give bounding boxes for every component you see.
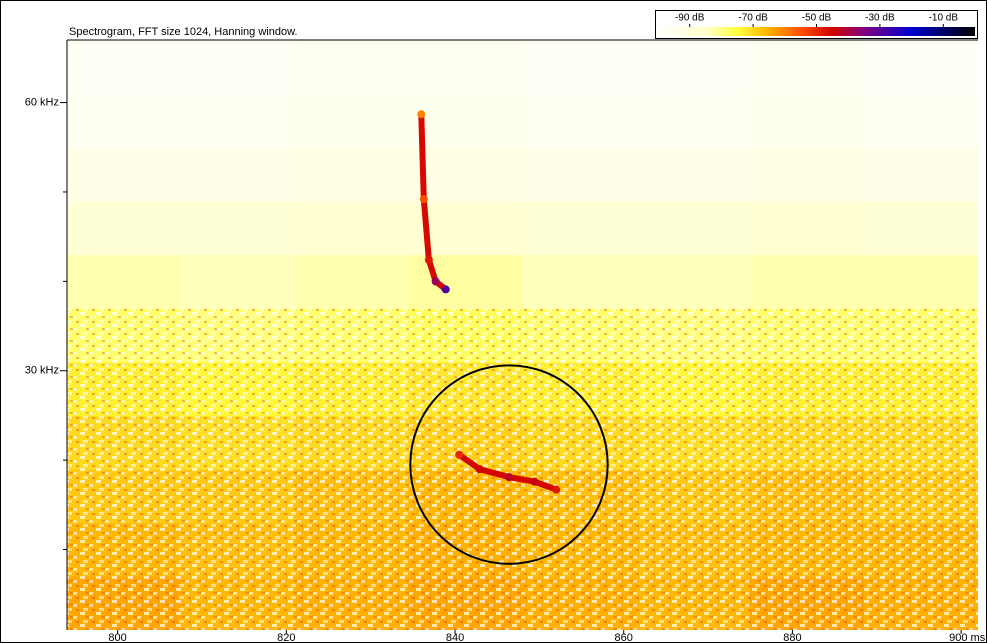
heat-cell [864,40,978,95]
heat-cell [180,254,296,309]
heat-cell [294,93,410,148]
colorbar-label: -70 dB [738,13,768,24]
heat-cell [408,147,523,202]
call-point [475,465,484,474]
heat-cell [636,93,751,148]
call-point [441,285,450,294]
heat-cell [180,147,296,202]
heat-cell [180,40,296,95]
heat-cell [294,40,410,95]
x-tick-label: 900 ms [949,632,986,643]
heat-cell [522,254,637,309]
heat-cell [864,200,978,256]
heat-cell [294,200,410,256]
heat-cell [750,254,865,309]
heat-cell [750,40,865,95]
heat-cell [180,93,296,148]
heat-cell [522,93,637,148]
colorbar [658,27,975,36]
heat-cell [408,254,523,309]
noise-texture [67,308,978,630]
heat-cell [67,200,182,256]
heat-cell [864,254,978,309]
call-point [417,110,426,119]
heat-cell [180,200,296,256]
call-point [424,255,433,264]
call-point [505,473,514,482]
heat-cell [294,254,410,309]
heat-cell [408,93,523,148]
heat-cell [750,93,865,148]
x-tick-label: 880 [783,632,801,643]
heat-cell [522,200,637,256]
colorbar-label: -10 dB [929,13,959,24]
call-point [419,195,428,204]
heat-cell [636,200,751,256]
y-tick-label: 60 kHz [25,96,59,108]
colorbar-label: -90 dB [675,13,705,24]
heat-cell [636,254,751,309]
call-point [530,477,539,486]
heat-cell [750,200,865,256]
highlight-circle [409,364,609,565]
colorbar-label: -50 dB [802,13,832,24]
heat-cell [408,40,523,95]
heat-cell [522,40,637,95]
x-tick-label: 840 [446,632,464,643]
call-point [455,450,464,459]
x-tick-label: 800 [108,632,126,643]
plot-area [67,40,978,630]
x-tick-label: 860 [615,632,633,643]
heat-cell [750,147,865,202]
colorbar-label: -30 dB [865,13,895,24]
chart-title: Spectrogram, FFT size 1024, Hanning wind… [69,26,297,38]
heat-cell [636,40,751,95]
x-tick-label: 820 [277,632,295,643]
y-tick-label: 30 kHz [25,365,59,377]
call-point [552,485,561,494]
heat-cell [67,147,182,202]
heat-cell [864,147,978,202]
call-point [431,277,440,286]
heat-cell [67,93,182,148]
heat-cell [864,93,978,148]
heat-cell [636,147,751,202]
heat-cell [67,40,182,95]
heat-cell [522,147,637,202]
heat-cell [294,147,410,202]
heat-cell [67,254,182,309]
